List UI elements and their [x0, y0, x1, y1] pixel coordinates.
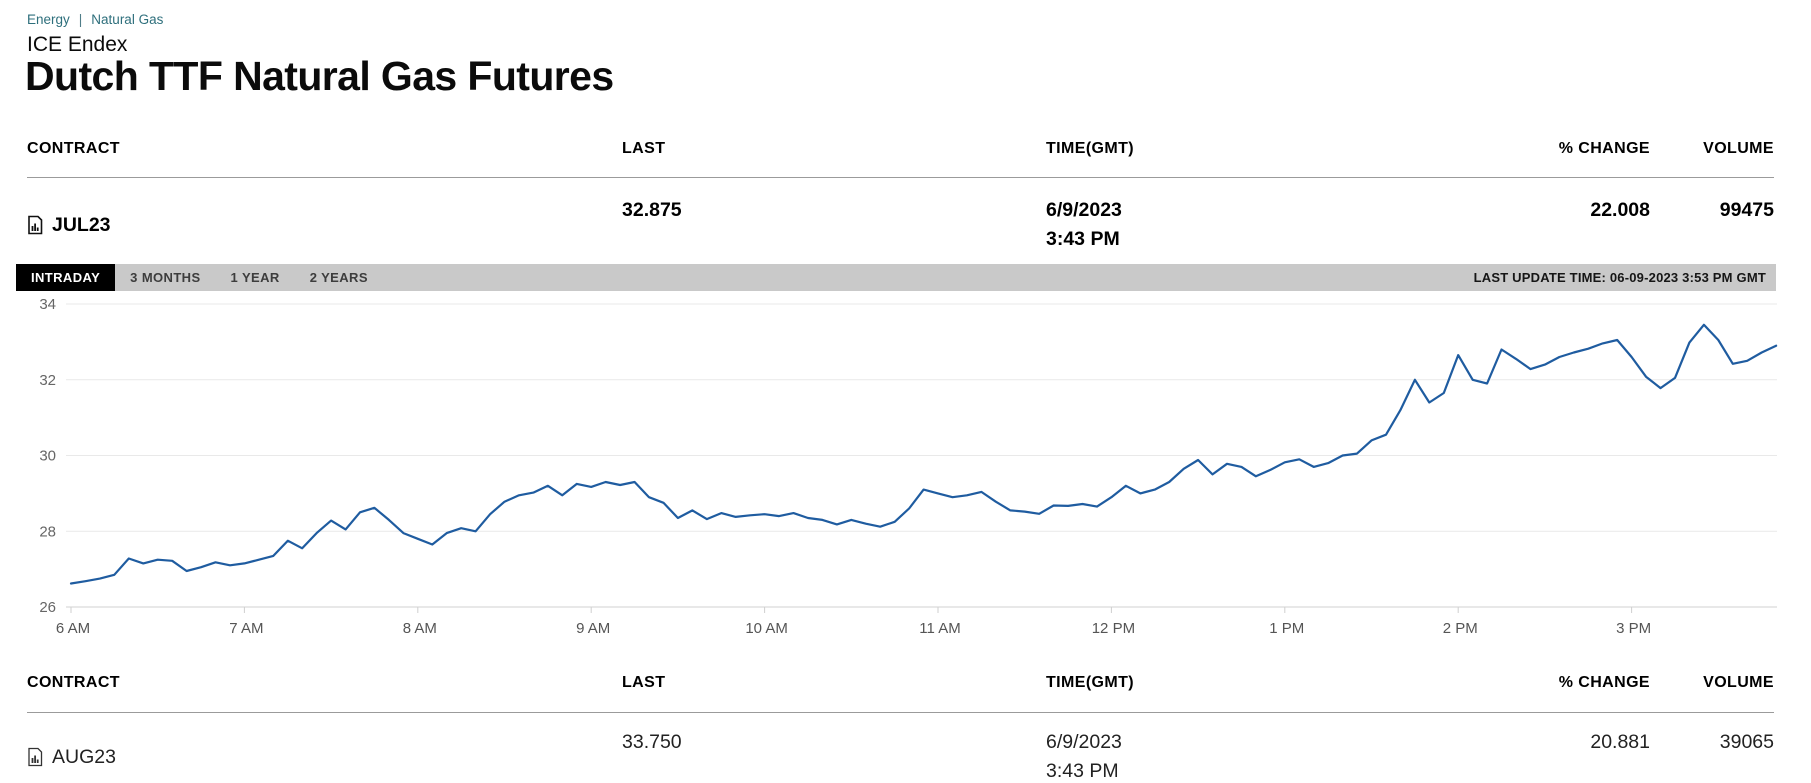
y-axis-label: 32 — [39, 372, 56, 389]
percent-change-value: 20.881 — [1590, 731, 1650, 753]
contract-link[interactable]: JUL23 — [27, 198, 622, 251]
contracts-table-header-2: CONTRACT LAST TIME(GMT) % CHANGE VOLUME — [27, 674, 1774, 692]
contracts-table-header: CONTRACT LAST TIME(GMT) % CHANGE VOLUME — [27, 140, 1774, 158]
tab-intraday[interactable]: INTRADAY — [16, 264, 116, 291]
tab-1-year[interactable]: 1 YEAR — [230, 270, 280, 285]
header-time-gmt: TIME(GMT) — [1046, 674, 1135, 691]
y-axis-label: 26 — [39, 599, 56, 616]
header-volume: VOLUME — [1703, 674, 1774, 691]
breadcrumb: Energy | Natural Gas — [27, 12, 163, 27]
x-axis-label: 7 AM — [229, 620, 263, 637]
intraday-price-chart: 34 32 30 28 26 6 AM 7 AM 8 AM 9 AM 10 AM 11 AM 12 P… — [0, 296, 1811, 656]
trade-date: 6/9/2023 — [1046, 199, 1122, 221]
page-title: Dutch TTF Natural Gas Futures — [25, 53, 614, 99]
tab-3-months[interactable]: 3 MONTHS — [130, 270, 201, 285]
volume-value: 99475 — [1719, 199, 1774, 221]
table-divider — [27, 177, 1774, 178]
last-update-time: LAST UPDATE TIME: 06-09-2023 3:53 PM GMT — [1473, 270, 1766, 285]
x-axis-label: 2 PM — [1443, 620, 1478, 637]
x-axis-label: 6 AM — [56, 620, 90, 637]
header-last: LAST — [622, 674, 666, 691]
header-contract: CONTRACT — [27, 674, 120, 691]
contract-label: AUG23 — [52, 745, 116, 768]
trade-time: 3:43 PM — [1046, 760, 1119, 782]
contract-link[interactable]: AUG23 — [27, 730, 622, 783]
contract-row-aug23: AUG23 33.750 6/9/2023 3:43 PM 20.881 390… — [27, 730, 1774, 783]
x-axis-label: 8 AM — [403, 620, 437, 637]
intraday-chart-svg: 34 32 30 28 266 AM 7 AM 8 AM 9 AM 10 AM 11 AM 12 P… — [39, 296, 1778, 637]
chart-document-icon — [28, 747, 43, 766]
tab-2-years[interactable]: 2 YEARS — [309, 270, 368, 285]
y-axis-label: 34 — [39, 296, 56, 313]
breadcrumb-link-natural-gas[interactable]: Natural Gas — [91, 12, 164, 27]
y-axis-label: 28 — [39, 523, 56, 540]
price-line — [69, 323, 1778, 585]
trade-time: 3:43 PM — [1046, 228, 1120, 250]
volume-value: 39065 — [1719, 731, 1774, 753]
y-axis-label: 30 — [39, 448, 56, 465]
header-last: LAST — [622, 140, 666, 157]
time-gmt-cell: 6/9/2023 3:43 PM — [1046, 198, 1453, 251]
last-price: 33.750 — [622, 731, 682, 753]
header-time-gmt: TIME(GMT) — [1046, 140, 1135, 157]
chart-document-icon — [28, 215, 43, 234]
header-percent-change: % CHANGE — [1558, 140, 1650, 157]
x-axis-label: 3 PM — [1616, 620, 1651, 637]
x-axis-label: 12 PM — [1092, 620, 1135, 637]
header-contract: CONTRACT — [27, 140, 120, 157]
last-price: 32.875 — [622, 199, 682, 221]
exchange-name: ICE Endex — [27, 33, 128, 56]
contract-row-jul23: JUL23 32.875 6/9/2023 3:43 PM 22.008 994… — [27, 198, 1774, 251]
breadcrumb-separator: | — [78, 12, 83, 27]
time-gmt-cell: 6/9/2023 3:43 PM — [1046, 730, 1453, 783]
breadcrumb-link-energy[interactable]: Energy — [27, 12, 70, 27]
contract-label: JUL23 — [52, 213, 111, 236]
table-divider — [27, 712, 1774, 713]
header-volume: VOLUME — [1703, 140, 1774, 157]
header-percent-change: % CHANGE — [1558, 674, 1650, 691]
x-axis-label: 11 AM — [919, 620, 960, 637]
x-axis-label: 1 PM — [1269, 620, 1304, 637]
percent-change-value: 22.008 — [1590, 199, 1650, 221]
trade-date: 6/9/2023 — [1046, 731, 1122, 753]
chart-range-tabbar: INTRADAY 3 MONTHS 1 YEAR 2 YEARS LAST UP… — [16, 264, 1776, 291]
x-axis-label: 10 AM — [745, 620, 788, 637]
x-axis-label: 9 AM — [576, 620, 610, 637]
